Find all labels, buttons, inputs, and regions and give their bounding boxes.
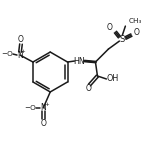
Text: −O: −O bbox=[1, 51, 13, 57]
Text: HN: HN bbox=[74, 57, 85, 66]
Text: O: O bbox=[85, 85, 91, 93]
Text: O: O bbox=[106, 23, 112, 32]
Text: +: + bbox=[44, 102, 49, 107]
Text: N: N bbox=[40, 103, 46, 112]
Text: N: N bbox=[17, 51, 23, 59]
Text: CH₃: CH₃ bbox=[128, 18, 142, 24]
Text: O: O bbox=[133, 28, 139, 37]
Text: OH: OH bbox=[106, 74, 119, 84]
Text: +: + bbox=[21, 49, 26, 54]
Text: S: S bbox=[120, 35, 125, 44]
Text: O: O bbox=[18, 35, 24, 44]
Text: −O: −O bbox=[24, 105, 36, 111]
Text: O: O bbox=[40, 119, 46, 128]
